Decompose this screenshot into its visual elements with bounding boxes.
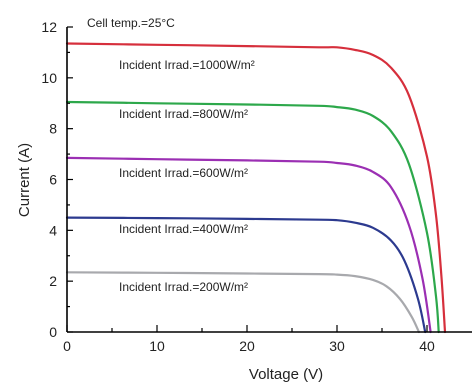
series-line-0	[65, 42, 447, 334]
y-tick-label: 10	[41, 70, 57, 86]
y-axis-title: Current (A)	[16, 143, 33, 217]
y-tick-label: 12	[41, 19, 57, 35]
x-tick-label: 10	[149, 338, 165, 354]
series-line-4	[65, 271, 420, 334]
x-tick-label: 20	[239, 338, 255, 354]
x-tick-label: 0	[63, 338, 71, 354]
series-line-3	[65, 216, 427, 334]
x-tick-label: 40	[419, 338, 435, 354]
y-tick-label: 4	[49, 222, 57, 238]
series-line-1	[65, 100, 440, 334]
y-tick-label: 6	[49, 172, 57, 188]
cell-temp-annotation: Cell temp.=25°C	[87, 16, 175, 30]
irradiance-annotation: Incident Irrad.=400W/m²	[119, 222, 248, 236]
irradiance-annotation: Incident Irrad.=800W/m²	[119, 107, 248, 121]
x-tick-label: 30	[329, 338, 345, 354]
irradiance-annotation: Incident Irrad.=1000W/m²	[119, 58, 255, 72]
x-axis-title: Voltage (V)	[249, 366, 323, 383]
irradiance-annotation: Incident Irrad.=200W/m²	[119, 280, 248, 294]
y-tick-label: 8	[49, 121, 57, 137]
irradiance-annotation: Incident Irrad.=600W/m²	[119, 166, 248, 180]
y-tick-label: 0	[49, 324, 57, 340]
ticks-layer: 0 2 4 6 8 10 12 0 10 20 30 40	[41, 19, 435, 354]
y-tick-label: 2	[49, 273, 57, 289]
series-line-2	[65, 156, 432, 334]
annotations-layer: Cell temp.=25°C Incident Irrad.=1000W/m² I…	[87, 16, 255, 294]
series-layer	[65, 42, 447, 334]
